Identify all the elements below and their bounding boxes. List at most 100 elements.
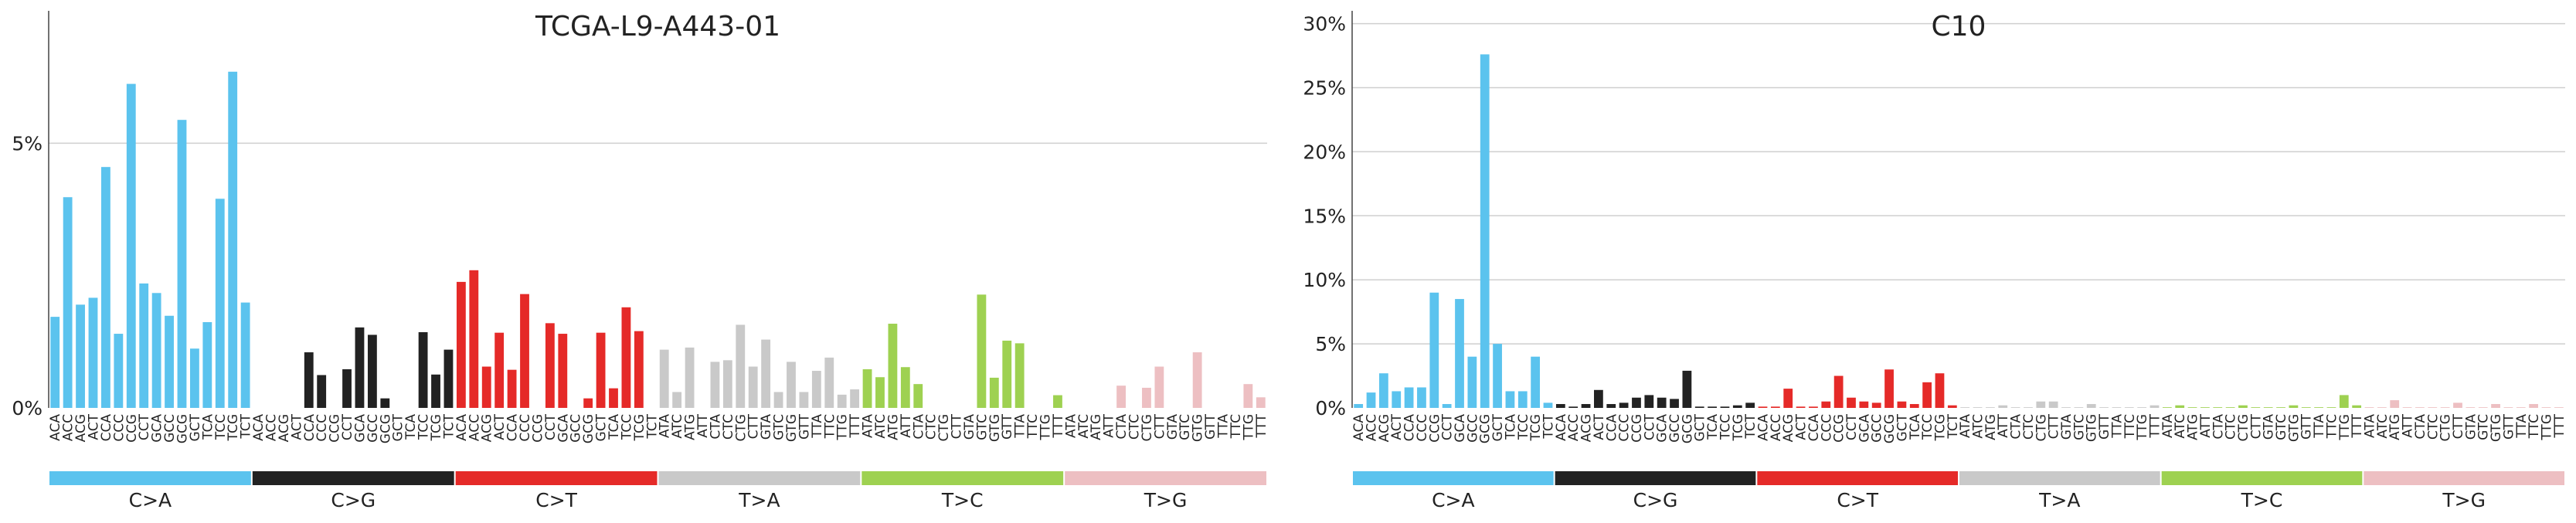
bar-t-to-c-ctt bbox=[2251, 407, 2261, 408]
bar-t-to-g-gtt bbox=[2503, 407, 2513, 408]
bar-t-to-a-gtt bbox=[799, 392, 809, 408]
bar-t-to-c-gtg bbox=[2289, 405, 2299, 408]
bar-t-to-g-cta bbox=[1116, 385, 1127, 408]
x-tick-label: GTC bbox=[2274, 414, 2289, 440]
x-tick-label: ACT bbox=[492, 413, 508, 440]
bar-t-to-c-gta bbox=[2263, 407, 2273, 408]
bar-t-to-g-tta bbox=[2516, 407, 2526, 408]
category-bar-t-to-g bbox=[2364, 471, 2564, 485]
bar-t-to-c-ttt bbox=[2352, 405, 2362, 408]
bar-t-to-g-gtc bbox=[2478, 407, 2488, 408]
category-label-c-to-g: C>G bbox=[331, 489, 376, 511]
bar-c-to-a-gcg bbox=[1480, 54, 1490, 408]
x-tick-label: ATA bbox=[658, 414, 673, 438]
x-tick-label: ATC bbox=[1076, 414, 1092, 439]
category-bar-c-to-g bbox=[252, 471, 454, 485]
x-tick-label: TCG bbox=[226, 414, 241, 441]
x-tick-label: CCT bbox=[340, 413, 355, 440]
x-tick-label: TCC bbox=[416, 414, 432, 440]
x-tick-label: TTA bbox=[810, 414, 825, 439]
bar-c-to-g-tcc bbox=[418, 331, 428, 408]
x-tick-label: TCC bbox=[1718, 414, 1733, 440]
x-tick-label: GTA bbox=[2463, 414, 2479, 440]
bar-c-to-g-tca bbox=[1708, 406, 1717, 408]
x-tick-label: CTG bbox=[1140, 414, 1155, 441]
x-tick-label: GTA bbox=[759, 414, 774, 440]
bar-c-to-a-act bbox=[88, 297, 98, 408]
bar-t-to-c-ctc bbox=[2225, 407, 2235, 408]
bar-c-to-g-tcc bbox=[1720, 406, 1730, 408]
category-bar-t-to-a bbox=[658, 471, 861, 485]
bar-t-to-a-gtg bbox=[787, 362, 796, 408]
x-tick-label: GTG bbox=[2286, 414, 2302, 442]
x-tick-label: CCC bbox=[518, 414, 533, 442]
bar-c-to-t-tcg bbox=[634, 331, 644, 408]
bar-c-to-g-cca bbox=[1606, 404, 1616, 408]
bar-t-to-c-atg bbox=[2187, 407, 2197, 408]
bar-c-to-a-acg bbox=[76, 304, 85, 408]
x-tick-label: CCG bbox=[124, 414, 140, 443]
x-tick-label: ACA bbox=[1756, 414, 1772, 441]
y-tick-label: 5% bbox=[1315, 333, 1346, 355]
bar-t-to-g-ctg bbox=[2440, 407, 2450, 408]
x-tick-label: CTA bbox=[911, 414, 926, 440]
bar-c-to-g-tcg bbox=[1732, 405, 1742, 408]
x-tick-label: TTC bbox=[1025, 414, 1041, 439]
x-tick-label: ATG bbox=[2186, 414, 2201, 440]
x-tick-label: TTA bbox=[2312, 414, 2327, 439]
y-tick-label: 25% bbox=[1303, 76, 1346, 99]
bar-c-to-a-gcc bbox=[165, 315, 174, 408]
bar-c-to-a-ccg bbox=[1429, 292, 1439, 408]
x-tick-label: TTT bbox=[848, 413, 863, 438]
x-tick-label: TTG bbox=[1241, 414, 1256, 441]
bar-t-to-g-cta bbox=[2415, 407, 2425, 408]
category-bar-t-to-c bbox=[2161, 471, 2363, 485]
x-tick-label: ACA bbox=[1554, 414, 1569, 441]
bar-c-to-g-gcc bbox=[367, 335, 377, 408]
bar-c-to-g-act bbox=[1594, 389, 1603, 408]
x-tick-label: ATT bbox=[695, 413, 711, 437]
x-tick-label: ACA bbox=[454, 414, 470, 441]
bar-t-to-c-atc bbox=[875, 377, 885, 408]
bar-t-to-g-ttg bbox=[1243, 384, 1253, 408]
x-tick-label: TCA bbox=[607, 414, 622, 440]
x-tick-label: GCT bbox=[1895, 413, 1910, 441]
bar-t-to-a-gtc bbox=[2074, 407, 2084, 408]
bar-c-to-a-aca bbox=[1354, 404, 1364, 408]
bar-c-to-t-acg bbox=[1783, 389, 1793, 408]
x-tick-label: CTT bbox=[2047, 413, 2062, 439]
bar-c-to-t-ccc bbox=[1821, 401, 1831, 408]
bar-t-to-a-ttc bbox=[2124, 407, 2134, 408]
bar-c-to-t-acc bbox=[469, 270, 479, 408]
x-tick-label: TCG bbox=[429, 414, 444, 441]
x-tick-label: TTT bbox=[1254, 413, 1269, 438]
x-tick-label: ATC bbox=[2173, 414, 2188, 439]
bar-t-to-c-ttt bbox=[1053, 395, 1062, 408]
bar-t-to-a-ata bbox=[659, 349, 669, 408]
bar-t-to-g-ttt bbox=[1256, 397, 1266, 408]
x-tick-label: TTC bbox=[1229, 414, 1244, 439]
bar-c-to-t-gct bbox=[1897, 401, 1907, 408]
x-tick-label: GCT bbox=[391, 413, 406, 441]
x-tick-label: GCG bbox=[378, 414, 393, 443]
bar-c-to-t-act bbox=[494, 332, 505, 408]
bar-c-to-t-tcc bbox=[621, 307, 631, 408]
bar-c-to-a-act bbox=[1392, 391, 1402, 408]
x-tick-label: CCA bbox=[99, 414, 114, 442]
bar-t-to-g-ctg bbox=[1142, 387, 1151, 408]
x-tick-label: GCC bbox=[569, 414, 584, 443]
x-tick-label: CCG bbox=[530, 414, 545, 443]
bar-t-to-c-gtg bbox=[989, 377, 999, 408]
x-tick-label: CCC bbox=[314, 414, 330, 442]
x-tick-label: ACG bbox=[480, 414, 495, 442]
x-tick-label: TCG bbox=[1731, 414, 1746, 441]
bar-c-to-a-cct bbox=[139, 283, 149, 408]
category-bar-t-to-g bbox=[1065, 471, 1266, 485]
x-tick-label: ATC bbox=[873, 414, 889, 439]
x-tick-label: ATT bbox=[1996, 413, 2011, 437]
bar-t-to-g-ttg bbox=[2541, 407, 2551, 408]
bar-c-to-a-tcg bbox=[1531, 356, 1541, 408]
x-tick-label: CCC bbox=[111, 414, 127, 442]
bar-c-to-t-tcg bbox=[1935, 373, 1945, 408]
bar-t-to-g-gtg bbox=[1192, 352, 1202, 408]
